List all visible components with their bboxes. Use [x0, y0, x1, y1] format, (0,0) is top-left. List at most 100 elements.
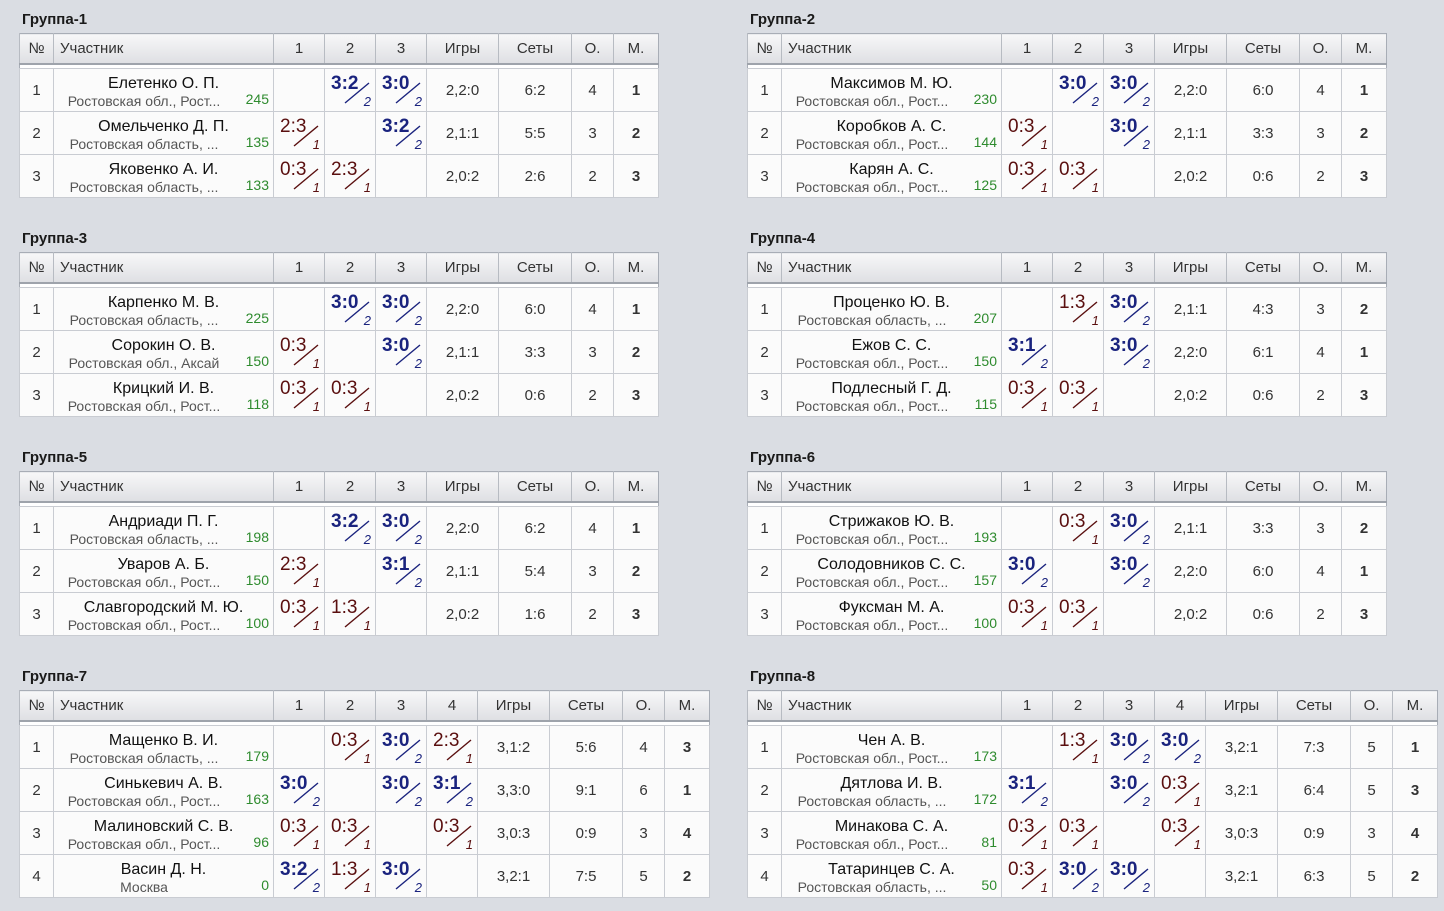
match-result-cell[interactable]: 0:3 1 — [273, 592, 325, 636]
match-result-cell[interactable]: 3:0 2 — [375, 330, 427, 374]
header-player[interactable]: Участник — [781, 471, 1002, 503]
header-num[interactable]: № — [19, 690, 54, 722]
match-result-cell[interactable]: 3:0 2 — [1103, 330, 1155, 374]
table-row[interactable]: 3 Карян А. С. Ростовская обл., Рост... 125 0… — [747, 154, 1387, 198]
table-row[interactable]: 1 Карпенко М. В. Ростовская область, ... 22… — [19, 287, 659, 331]
match-result-cell[interactable]: 3:0 2 — [375, 768, 427, 812]
header-place[interactable]: М. — [1392, 690, 1438, 722]
player-name[interactable]: Яковенко А. И. — [108, 160, 219, 178]
match-result-cell[interactable]: 0:3 1 — [1052, 592, 1104, 636]
header-opponent-3[interactable]: 3 — [1103, 690, 1155, 722]
player-name[interactable]: Карпенко М. В. — [107, 293, 220, 311]
match-result-cell[interactable]: 0:3 1 — [1001, 111, 1053, 155]
header-num[interactable]: № — [747, 252, 782, 284]
player-name[interactable]: Елетенко О. П. — [107, 74, 220, 92]
match-result-cell[interactable]: 0:3 1 — [1001, 592, 1053, 636]
player-cell[interactable]: Стрижаков Ю. В. Ростовская обл., Рост... 1… — [781, 506, 1002, 550]
player-cell[interactable]: Омельченко Д. П. Ростовская область, ... 1… — [53, 111, 274, 155]
match-result-cell[interactable]: 3:0 2 — [1154, 725, 1206, 769]
header-opponent-3[interactable]: 3 — [1103, 252, 1155, 284]
header-player[interactable]: Участник — [781, 690, 1002, 722]
table-row[interactable]: 3 Крицкий И. В. Ростовская обл., Рост... 11… — [19, 373, 659, 417]
match-result-cell[interactable]: 3:2 2 — [324, 68, 376, 112]
header-place[interactable]: М. — [613, 252, 659, 284]
match-result-cell[interactable]: 0:3 1 — [1052, 373, 1104, 417]
header-games[interactable]: Игры — [1154, 252, 1227, 284]
player-cell[interactable]: Солодовников С. С. Ростовская обл., Рост.… — [781, 549, 1002, 593]
player-cell[interactable]: Ежов С. С. Ростовская обл., Рост... 150 — [781, 330, 1002, 374]
player-name[interactable]: Чен А. В. — [857, 731, 926, 749]
player-cell[interactable]: Васин Д. Н. Москва 0 — [53, 854, 274, 898]
header-points[interactable]: О. — [571, 471, 614, 503]
player-name[interactable]: Солодовников С. С. — [817, 555, 966, 573]
player-name[interactable]: Мащенко В. И. — [108, 731, 219, 749]
match-result-cell[interactable]: 3:0 2 — [1103, 549, 1155, 593]
table-row[interactable]: 2 Сорокин О. В. Ростовская обл., Аксай 150 0… — [19, 330, 659, 374]
table-row[interactable]: 3 Яковенко А. И. Ростовская область, ... 13… — [19, 154, 659, 198]
table-row[interactable]: 1 Елетенко О. П. Ростовская обл., Рост... 2… — [19, 68, 659, 112]
match-result-cell[interactable]: 0:3 1 — [324, 811, 376, 855]
match-result-cell[interactable]: 0:3 1 — [1154, 811, 1206, 855]
header-points[interactable]: О. — [622, 690, 665, 722]
header-player[interactable]: Участник — [53, 471, 274, 503]
match-result-cell[interactable]: 3:2 2 — [273, 854, 325, 898]
player-cell[interactable]: Синькевич А. В. Ростовская обл., Рост... 1… — [53, 768, 274, 812]
match-result-cell[interactable]: 1:3 1 — [1052, 287, 1104, 331]
table-row[interactable]: 1 Андриади П. Г. Ростовская область, ... 19… — [19, 506, 659, 550]
table-row[interactable]: 3 Фуксман М. А. Ростовская обл., Рост... 10… — [747, 592, 1387, 636]
player-name[interactable]: Сорокин О. В. — [111, 336, 216, 354]
player-name[interactable]: Ежов С. С. — [851, 336, 932, 354]
header-num[interactable]: № — [19, 33, 54, 65]
match-result-cell[interactable]: 3:0 2 — [375, 506, 427, 550]
header-opponent-3[interactable]: 3 — [375, 690, 427, 722]
header-opponent-1[interactable]: 1 — [1001, 471, 1053, 503]
match-result-cell[interactable]: 3:0 2 — [1103, 725, 1155, 769]
match-result-cell[interactable]: 3:1 2 — [1001, 330, 1053, 374]
header-sets[interactable]: Сеты — [1277, 690, 1351, 722]
header-opponent-2[interactable]: 2 — [324, 690, 376, 722]
header-points[interactable]: О. — [571, 33, 614, 65]
player-cell[interactable]: Уваров А. Б. Ростовская обл., Рост... 150 — [53, 549, 274, 593]
header-games[interactable]: Игры — [1154, 471, 1227, 503]
table-row[interactable]: 2 Дятлова И. В. Ростовская область, ... 172… — [747, 768, 1438, 812]
table-row[interactable]: 3 Минакова С. А. Ростовская обл., Рост... 8… — [747, 811, 1438, 855]
player-cell[interactable]: Андриади П. Г. Ростовская область, ... 198 — [53, 506, 274, 550]
table-row[interactable]: 1 Максимов М. Ю. Ростовская обл., Рост... 2… — [747, 68, 1387, 112]
header-sets[interactable]: Сеты — [1226, 471, 1300, 503]
match-result-cell[interactable]: 3:0 2 — [1103, 854, 1155, 898]
player-name[interactable]: Стрижаков Ю. В. — [828, 512, 955, 530]
header-num[interactable]: № — [19, 252, 54, 284]
match-result-cell[interactable]: 0:3 1 — [273, 330, 325, 374]
match-result-cell[interactable]: 3:0 2 — [375, 287, 427, 331]
header-points[interactable]: О. — [571, 252, 614, 284]
header-opponent-2[interactable]: 2 — [1052, 252, 1104, 284]
match-result-cell[interactable]: 3:0 2 — [1103, 287, 1155, 331]
match-result-cell[interactable]: 0:3 1 — [324, 725, 376, 769]
header-points[interactable]: О. — [1299, 252, 1342, 284]
match-result-cell[interactable]: 1:3 1 — [324, 854, 376, 898]
header-games[interactable]: Игры — [1205, 690, 1278, 722]
table-row[interactable]: 3 Малиновский С. В. Ростовская обл., Рост.… — [19, 811, 710, 855]
player-cell[interactable]: Яковенко А. И. Ростовская область, ... 133 — [53, 154, 274, 198]
player-cell[interactable]: Дятлова И. В. Ростовская область, ... 172 — [781, 768, 1002, 812]
player-name[interactable]: Фуксман М. А. — [838, 598, 945, 616]
match-result-cell[interactable]: 0:3 1 — [1001, 373, 1053, 417]
match-result-cell[interactable]: 3:0 2 — [375, 854, 427, 898]
table-row[interactable]: 2 Солодовников С. С. Ростовская обл., Рост… — [747, 549, 1387, 593]
header-num[interactable]: № — [747, 33, 782, 65]
player-name[interactable]: Коробков А. С. — [836, 117, 947, 135]
header-opponent-2[interactable]: 2 — [1052, 33, 1104, 65]
header-opponent-3[interactable]: 3 — [1103, 471, 1155, 503]
header-sets[interactable]: Сеты — [498, 471, 572, 503]
match-result-cell[interactable]: 2:3 1 — [273, 549, 325, 593]
table-row[interactable]: 2 Уваров А. Б. Ростовская обл., Рост... 150… — [19, 549, 659, 593]
header-opponent-2[interactable]: 2 — [1052, 471, 1104, 503]
player-name[interactable]: Карян А. С. — [849, 160, 934, 178]
match-result-cell[interactable]: 3:0 2 — [1052, 854, 1104, 898]
table-row[interactable]: 2 Ежов С. С. Ростовская обл., Рост... 150 3:… — [747, 330, 1387, 374]
match-result-cell[interactable]: 3:1 2 — [1001, 768, 1053, 812]
player-cell[interactable]: Фуксман М. А. Ростовская обл., Рост... 100 — [781, 592, 1002, 636]
header-sets[interactable]: Сеты — [1226, 252, 1300, 284]
header-games[interactable]: Игры — [1154, 33, 1227, 65]
header-sets[interactable]: Сеты — [1226, 33, 1300, 65]
